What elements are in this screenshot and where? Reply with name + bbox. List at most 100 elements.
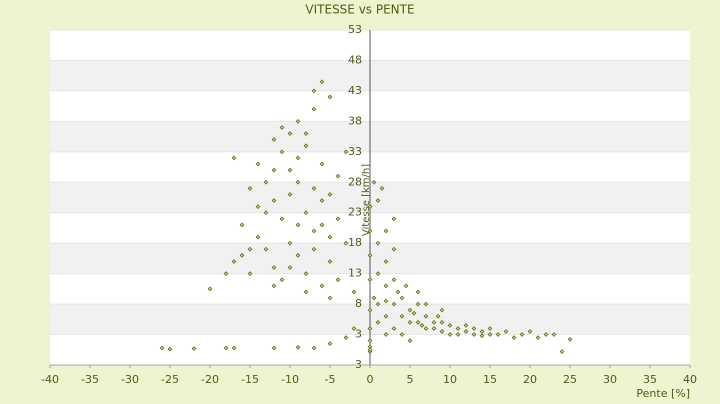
point [479, 329, 485, 334]
point [223, 271, 229, 277]
point [407, 338, 413, 344]
point [295, 222, 301, 228]
point [191, 346, 197, 351]
point [551, 332, 557, 337]
chart-title: VITESSE vs PENTE [305, 3, 414, 17]
point [271, 198, 277, 203]
point [399, 332, 405, 337]
point [287, 240, 293, 246]
point [471, 326, 477, 331]
x-tick-label: -15 [241, 373, 259, 386]
point [375, 240, 381, 246]
point [371, 295, 377, 301]
point [343, 335, 349, 340]
point [399, 295, 405, 301]
point [255, 161, 261, 167]
point [407, 307, 413, 313]
point [303, 131, 309, 136]
y-tick-label: 13 [348, 267, 362, 280]
point [271, 265, 277, 270]
point [383, 228, 389, 234]
y-tick-label: 38 [348, 114, 362, 127]
point [383, 298, 389, 304]
point [335, 277, 341, 283]
point [395, 289, 401, 295]
x-tick-label: -35 [81, 373, 99, 386]
point [415, 319, 421, 325]
point [287, 167, 293, 173]
y-tick-label: 43 [348, 84, 362, 97]
point [367, 204, 373, 210]
x-tick-label: 30 [603, 373, 617, 386]
point [311, 88, 317, 94]
point [423, 301, 429, 307]
point [423, 326, 429, 331]
y-axis-label: Vitesse [km/h] [361, 164, 372, 236]
point [431, 319, 437, 325]
point [479, 333, 485, 339]
point [295, 344, 301, 350]
point [431, 326, 437, 331]
point [343, 240, 349, 246]
point [435, 313, 441, 319]
x-tick-label: -5 [325, 373, 336, 386]
point [383, 259, 389, 264]
x-tick-label: 10 [443, 373, 457, 386]
point [471, 332, 477, 337]
point [371, 179, 377, 185]
point [255, 234, 261, 240]
point [287, 131, 293, 136]
point [383, 332, 389, 337]
x-axis-label: Pente [%] [636, 387, 690, 400]
point [503, 329, 509, 334]
point [295, 118, 301, 124]
point [455, 332, 461, 337]
point [439, 307, 445, 313]
point [391, 326, 397, 331]
x-tick-label: -40 [41, 373, 59, 386]
x-tick-label: 0 [367, 373, 374, 386]
point [263, 179, 269, 185]
x-tick-label: 5 [407, 373, 414, 386]
point [447, 323, 453, 328]
point [295, 252, 301, 258]
point [295, 155, 301, 161]
point [271, 283, 277, 289]
point [327, 295, 333, 301]
point [231, 259, 237, 264]
y-tick-label: 3 [355, 328, 362, 341]
point [419, 323, 425, 328]
point [239, 252, 245, 258]
y-tick-label: 18 [348, 236, 362, 249]
point [279, 277, 285, 283]
point [511, 335, 517, 340]
point [303, 289, 309, 295]
point [567, 337, 573, 342]
point [279, 216, 285, 222]
point [375, 198, 381, 203]
point [411, 310, 417, 316]
point [351, 326, 357, 331]
point [207, 286, 213, 292]
x-tick-label: 15 [483, 373, 497, 386]
point [327, 192, 333, 197]
x-tick-label: 35 [643, 373, 657, 386]
point [375, 301, 381, 307]
point [335, 173, 341, 179]
point [319, 79, 325, 85]
point [303, 210, 309, 216]
y-tick-label: 28 [348, 175, 362, 188]
point [439, 329, 445, 334]
point [311, 246, 317, 252]
point [399, 313, 405, 319]
x-tick-label: -10 [281, 373, 299, 386]
y-tick-label: 23 [348, 206, 362, 219]
point [367, 252, 373, 258]
point [463, 323, 469, 328]
point [463, 329, 469, 334]
point [311, 106, 317, 112]
point [391, 216, 397, 222]
x-tick-label: 20 [523, 373, 537, 386]
point [319, 161, 325, 167]
point [367, 307, 373, 313]
